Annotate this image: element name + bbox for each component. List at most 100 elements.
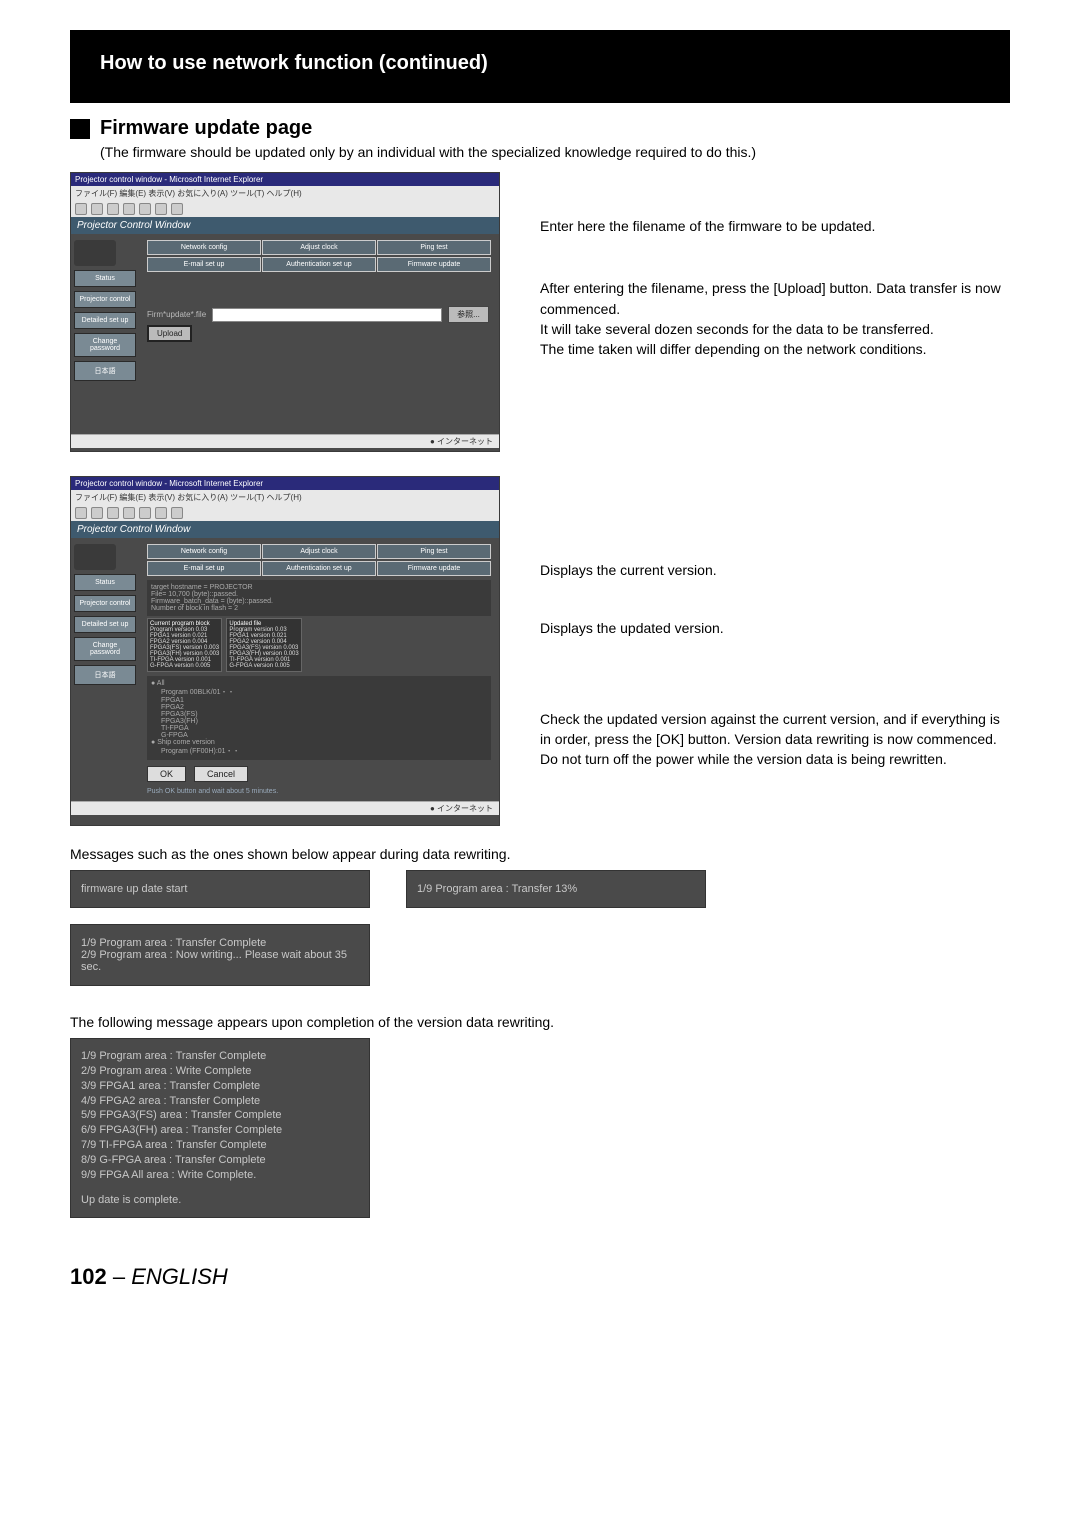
info-l3: Number of block in flash = 2 xyxy=(151,605,487,612)
ur6: G-FPGA version 0.005 xyxy=(229,663,298,669)
para-rewriting: Messages such as the ones shown below ap… xyxy=(70,846,1010,862)
btn-adjust-clock[interactable]: Adjust clock xyxy=(262,240,376,255)
ie-status-bar-2: ● インターネット xyxy=(71,801,499,815)
top-button-row-1: Network config Adjust clock Ping test xyxy=(147,240,491,255)
top-button-row-1b: Network config Adjust clock Ping test xyxy=(147,544,491,559)
cl10: Up date is complete. xyxy=(81,1193,359,1208)
ann2-l2: It will take several dozen seconds for t… xyxy=(540,319,1010,339)
section-title-row: Firmware update page xyxy=(70,117,1010,140)
version-table: Current program block Program version 0.… xyxy=(147,618,491,672)
home-icon[interactable] xyxy=(139,203,151,215)
ie-status-bar: ● インターネット xyxy=(71,434,499,448)
cl1: 2/9 Program area : Write Complete xyxy=(81,1064,359,1079)
cl2: 3/9 FPGA1 area : Transfer Complete xyxy=(81,1079,359,1094)
pcw-body-2: Status Projector control Detailed set up… xyxy=(71,538,499,801)
footer-sep: – xyxy=(107,1264,131,1289)
pcw-main-1: Network config Adjust clock Ping test E-… xyxy=(139,234,499,434)
btn-auth-setup[interactable]: Authentication set up xyxy=(262,561,376,576)
sidebar-item-detailed-setup[interactable]: Detailed set up xyxy=(74,312,136,329)
radio-ship[interactable]: ● Ship come version xyxy=(151,739,487,746)
favorites-icon[interactable] xyxy=(171,507,183,519)
ann2-l3: The time taken will differ depending on … xyxy=(540,339,1010,359)
ship-line: Program (FF00H):01・・ xyxy=(151,746,487,756)
radio-all-label: All xyxy=(157,680,165,687)
cl7: 8/9 G-FPGA area : Transfer Complete xyxy=(81,1153,359,1168)
pcw-body: Status Projector control Detailed set up… xyxy=(71,234,499,434)
info-l1: File= 10,700 (byte)::passed. xyxy=(151,591,487,598)
sidebar-item-status[interactable]: Status xyxy=(74,574,136,591)
upload-row: Upload xyxy=(147,329,491,338)
stop-icon[interactable] xyxy=(107,507,119,519)
favorites-icon[interactable] xyxy=(171,203,183,215)
upload-button[interactable]: Upload xyxy=(147,325,192,342)
browse-button[interactable]: 参照... xyxy=(448,306,489,323)
sidebar-item-japanese[interactable]: 日本語 xyxy=(74,665,136,685)
btn-ping-test[interactable]: Ping test xyxy=(377,544,491,559)
file-label: Firm*update*.file xyxy=(147,310,206,319)
sidebar-item-detailed-setup[interactable]: Detailed set up xyxy=(74,616,136,633)
forward-icon[interactable] xyxy=(91,507,103,519)
cancel-button[interactable]: Cancel xyxy=(194,766,248,782)
sidebar-item-projector-control[interactable]: Projector control xyxy=(74,595,136,612)
cl8: 9/9 FPGA All area : Write Complete. xyxy=(81,1168,359,1183)
pcw-main-2: Network config Adjust clock Ping test E-… xyxy=(139,538,499,801)
refresh-icon[interactable] xyxy=(123,203,135,215)
status-text: ● インターネット xyxy=(430,436,493,447)
info-host: target hostname = PROJECTOR xyxy=(151,584,487,591)
logo-icon xyxy=(74,544,116,570)
stop-icon[interactable] xyxy=(107,203,119,215)
btn-firmware-update[interactable]: Firmware update xyxy=(377,257,491,272)
fp4: FPGA3(FH) xyxy=(151,718,487,725)
radio-all[interactable]: ● All xyxy=(151,680,487,687)
forward-icon[interactable] xyxy=(91,203,103,215)
sidebar-item-change-password[interactable]: Change password xyxy=(74,333,136,357)
btn-firmware-update[interactable]: Firmware update xyxy=(377,561,491,576)
btn-network-config[interactable]: Network config xyxy=(147,240,261,255)
btn-adjust-clock[interactable]: Adjust clock xyxy=(262,544,376,559)
sidebar-item-status[interactable]: Status xyxy=(74,270,136,287)
msg3b: 2/9 Program area : Now writing... Please… xyxy=(81,949,359,973)
search-icon[interactable] xyxy=(155,203,167,215)
btn-network-config[interactable]: Network config xyxy=(147,544,261,559)
msg3a: 1/9 Program area : Transfer Complete xyxy=(81,937,359,949)
current-version-col: Current program block Program version 0.… xyxy=(147,618,222,672)
pcw-sidebar: Status Projector control Detailed set up… xyxy=(71,234,139,434)
page: How to use network function (continued) … xyxy=(0,0,1080,1320)
sidebar-item-change-password[interactable]: Change password xyxy=(74,637,136,661)
search-icon[interactable] xyxy=(155,507,167,519)
screenshot-row-2: Projector control window - Microsoft Int… xyxy=(70,476,1010,826)
cl4: 5/9 FPGA3(FS) area : Transfer Complete xyxy=(81,1108,359,1123)
header-title: How to use network function (continued) xyxy=(100,52,488,74)
annotation-ok-instructions: Check the updated version against the cu… xyxy=(540,709,1010,770)
file-input[interactable] xyxy=(212,308,442,322)
pcw-title-2: Projector Control Window xyxy=(71,521,499,538)
ie-title-bar-2: Projector control window - Microsoft Int… xyxy=(71,477,499,490)
ann-ok-1: Check the updated version against the cu… xyxy=(540,709,1010,750)
btn-auth-setup[interactable]: Authentication set up xyxy=(262,257,376,272)
foot-msg: Push OK button and wait about 5 minutes. xyxy=(147,788,491,795)
ok-button[interactable]: OK xyxy=(147,766,186,782)
info-l2: Firmware_batch_data = (byte)::passed. xyxy=(151,598,487,605)
top-button-row-2: E-mail set up Authentication set up Firm… xyxy=(147,257,491,272)
cl0: 1/9 Program area : Transfer Complete xyxy=(81,1049,359,1064)
btn-ping-test[interactable]: Ping test xyxy=(377,240,491,255)
back-icon[interactable] xyxy=(75,507,87,519)
msg1: firmware up date start xyxy=(81,883,187,895)
prog-line: Program 00BLK/01・・ xyxy=(151,687,487,697)
section-bullet xyxy=(70,119,90,139)
sidebar-item-projector-control[interactable]: Projector control xyxy=(74,291,136,308)
home-icon[interactable] xyxy=(139,507,151,519)
annotation-filename: Enter here the filename of the firmware … xyxy=(540,216,1010,236)
refresh-icon[interactable] xyxy=(123,507,135,519)
section-subtext: (The firmware should be updated only by … xyxy=(100,144,1010,160)
btn-email-setup[interactable]: E-mail set up xyxy=(147,561,261,576)
ann-cur: Displays the current version. xyxy=(540,560,1010,580)
ie-toolbar xyxy=(71,201,499,217)
page-number: 102 xyxy=(70,1264,107,1289)
ann-ok-2: Do not turn off the power while the vers… xyxy=(540,749,1010,769)
para-complete: The following message appears upon compl… xyxy=(70,1014,1010,1030)
back-icon[interactable] xyxy=(75,203,87,215)
sidebar-item-japanese[interactable]: 日本語 xyxy=(74,361,136,381)
btn-email-setup[interactable]: E-mail set up xyxy=(147,257,261,272)
annotation-current-version: Displays the current version. xyxy=(540,560,1010,580)
